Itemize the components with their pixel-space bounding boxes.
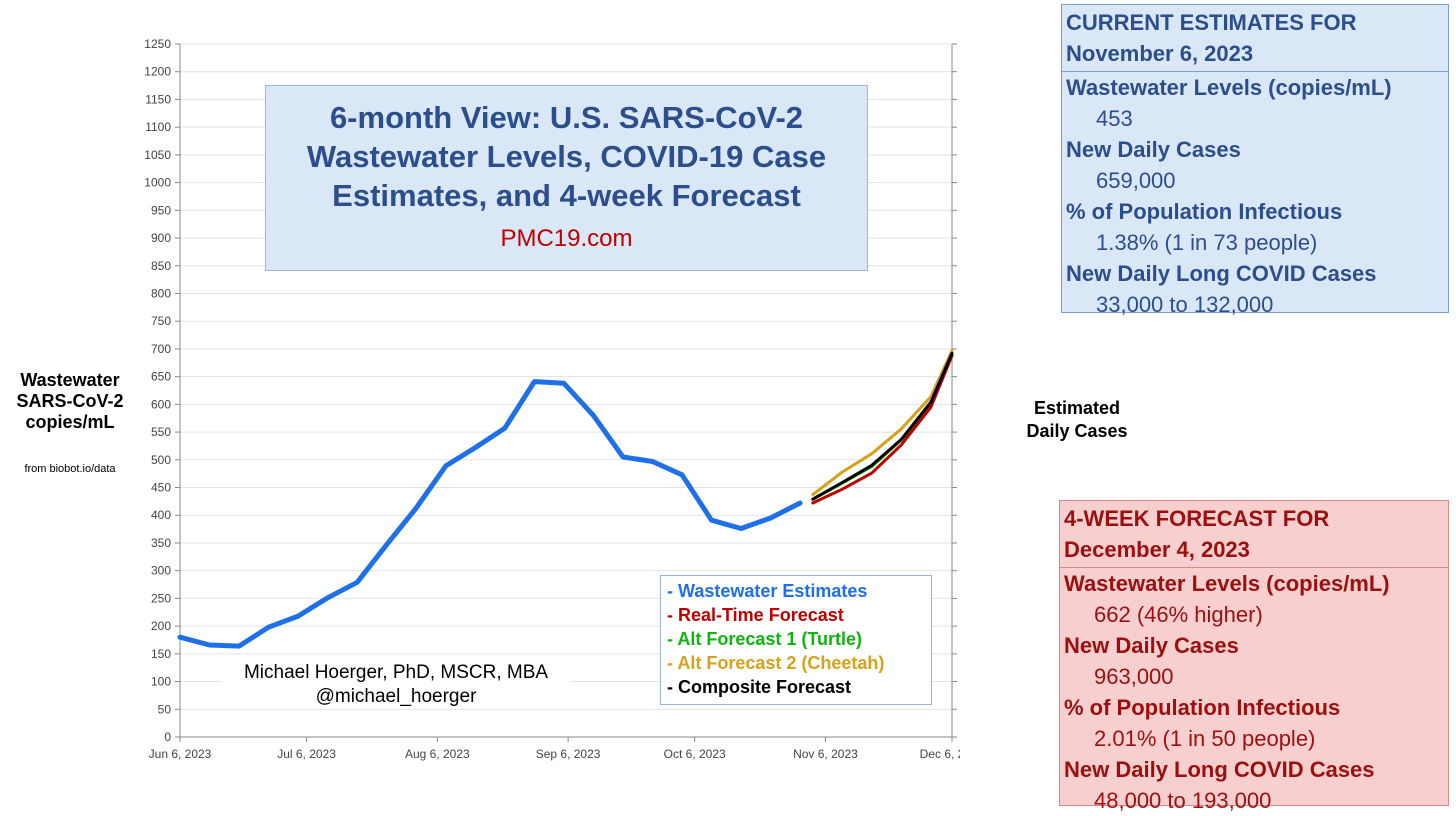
series-line-composite-forecast bbox=[811, 351, 954, 501]
y-tick-label: 150 bbox=[151, 647, 171, 661]
y-tick-label: 1050 bbox=[144, 148, 171, 162]
y-tick-label: 1100 bbox=[145, 120, 171, 134]
y-tick-label: 0 bbox=[164, 730, 171, 744]
chart-title-line: Estimates, and 4-week Forecast bbox=[332, 178, 801, 213]
x-tick-label: Jun 6, 2023 bbox=[149, 747, 212, 761]
y-tick-label: 50 bbox=[158, 702, 172, 716]
stat-value: 2.01% (1 in 50 people) bbox=[1094, 726, 1316, 751]
y-tick-label: 750 bbox=[151, 314, 171, 328]
y-tick-label: 100 bbox=[151, 675, 171, 689]
y-axis-label: Wastewater SARS-CoV-2 copies/mL bbox=[4, 370, 136, 433]
y-tick-label: 1200 bbox=[144, 65, 171, 79]
chart-title: 6-month View: U.S. SARS-CoV-2 Wastewater… bbox=[266, 98, 867, 215]
stat-value: 453 bbox=[1096, 106, 1133, 131]
y-tick-label: 400 bbox=[151, 508, 171, 522]
current-estimates-panel: CURRENT ESTIMATES FOR November 6, 2023 W… bbox=[1061, 4, 1449, 317]
y-tick-label: 600 bbox=[151, 397, 171, 411]
y-tick-label: 500 bbox=[151, 453, 171, 467]
legend-item-composite: - Composite Forecast bbox=[667, 677, 852, 697]
y2-axis-label-line: Estimated bbox=[1033, 398, 1121, 418]
header-line: CURRENT ESTIMATES FOR bbox=[1066, 10, 1357, 35]
x-tick-label: Sep 6, 2023 bbox=[536, 747, 601, 761]
current-estimates-header: CURRENT ESTIMATES FOR November 6, 2023 bbox=[1062, 5, 1448, 71]
x-tick-label: Oct 6, 2023 bbox=[664, 747, 726, 761]
axes bbox=[175, 43, 957, 742]
author-credit: Michael Hoerger, PhD, MSCR, MBA @michael… bbox=[222, 661, 570, 709]
y-tick-label: 250 bbox=[151, 591, 171, 605]
chart-title-box: 6-month View: U.S. SARS-CoV-2 Wastewater… bbox=[265, 85, 868, 271]
header-line: December 4, 2023 bbox=[1064, 537, 1250, 562]
y-tick-label: 300 bbox=[151, 564, 171, 578]
divider bbox=[1062, 71, 1448, 72]
stat-label: % of Population Infectious bbox=[1064, 695, 1341, 720]
divider bbox=[1060, 567, 1448, 568]
stat-value: 48,000 to 193,000 bbox=[1094, 788, 1272, 813]
y-tick-label: 1150 bbox=[145, 92, 171, 106]
y-axis-label-line: copies/mL bbox=[25, 412, 115, 432]
forecast-header: 4-WEEK FORECAST FOR December 4, 2023 bbox=[1060, 501, 1448, 567]
legend-item-real-time: - Real-Time Forecast bbox=[667, 605, 844, 625]
x-tick-label: Nov 6, 2023 bbox=[793, 747, 858, 761]
chart-title-line: 6-month View: U.S. SARS-CoV-2 bbox=[329, 100, 804, 135]
stat-label: Wastewater Levels (copies/mL) bbox=[1066, 75, 1392, 100]
y-tick-label: 1250 bbox=[144, 37, 171, 51]
y-tick-label: 650 bbox=[151, 370, 171, 384]
stat-value: 659,000 bbox=[1096, 168, 1176, 193]
y2-axis-label-line: Daily Cases bbox=[1026, 421, 1128, 441]
y-tick-label: 550 bbox=[151, 425, 171, 439]
series-lines bbox=[177, 349, 954, 649]
stat-label: Wastewater Levels (copies/mL) bbox=[1064, 571, 1390, 596]
series-line-alt-forecast-2-cheetah bbox=[811, 349, 954, 497]
y-tick-label: 800 bbox=[151, 286, 171, 300]
stat-label: % of Population Infectious bbox=[1066, 199, 1343, 224]
stat-label: New Daily Long COVID Cases bbox=[1066, 261, 1377, 286]
chart-legend: - Wastewater Estimates - Real-Time Forec… bbox=[660, 575, 932, 705]
y-tick-label: 900 bbox=[151, 231, 171, 245]
y-axis-label-line: SARS-CoV-2 bbox=[16, 391, 124, 411]
y-tick-label: 850 bbox=[151, 259, 171, 273]
tick-labels: 005073,000100146,000150219,000200292,000… bbox=[144, 37, 960, 761]
stat-value: 1.38% (1 in 73 people) bbox=[1096, 230, 1318, 255]
y-axis-label-line: Wastewater bbox=[20, 370, 120, 390]
y-tick-label: 350 bbox=[151, 536, 171, 550]
y-axis-source: from biobot.io/data bbox=[24, 463, 116, 475]
chart-title-line: Wastewater Levels, COVID-19 Case bbox=[306, 139, 827, 174]
y-tick-label: 700 bbox=[151, 342, 171, 356]
y-tick-label: 450 bbox=[151, 481, 171, 495]
stat-label: New Daily Cases bbox=[1066, 137, 1241, 162]
y-tick-label: 200 bbox=[151, 619, 171, 633]
stat-value: 33,000 to 132,000 bbox=[1096, 292, 1274, 317]
y-tick-label: 950 bbox=[151, 203, 171, 217]
x-tick-label: Jul 6, 2023 bbox=[277, 747, 336, 761]
x-tick-label: Aug 6, 2023 bbox=[405, 747, 470, 761]
forecast-panel: 4-WEEK FORECAST FOR December 4, 2023 Was… bbox=[1059, 500, 1449, 813]
author-name: Michael Hoerger, PhD, MSCR, MBA bbox=[243, 662, 549, 683]
y-tick-label: 1000 bbox=[144, 176, 171, 190]
header-line: November 6, 2023 bbox=[1066, 41, 1254, 66]
series-line-wastewater-estimates bbox=[177, 379, 803, 649]
series-line-real-time-forecast bbox=[811, 354, 954, 505]
stat-label: New Daily Cases bbox=[1064, 633, 1239, 658]
x-tick-label: Dec 6, 2023 bbox=[920, 747, 960, 761]
y2-axis-label: Estimated Daily Cases bbox=[1012, 397, 1142, 443]
legend-item-wastewater: - Wastewater Estimates bbox=[667, 581, 868, 601]
author-handle: @michael_hoerger bbox=[315, 686, 477, 707]
stat-value: 662 (46% higher) bbox=[1094, 602, 1263, 627]
site-link[interactable]: PMC19.com bbox=[500, 225, 633, 252]
legend-item-turtle: - Alt Forecast 1 (Turtle) bbox=[667, 629, 863, 649]
header-line: 4-WEEK FORECAST FOR bbox=[1064, 506, 1330, 531]
stat-value: 963,000 bbox=[1094, 664, 1174, 689]
legend-item-cheetah: - Alt Forecast 2 (Cheetah) bbox=[667, 653, 885, 673]
stat-label: New Daily Long COVID Cases bbox=[1064, 757, 1375, 782]
